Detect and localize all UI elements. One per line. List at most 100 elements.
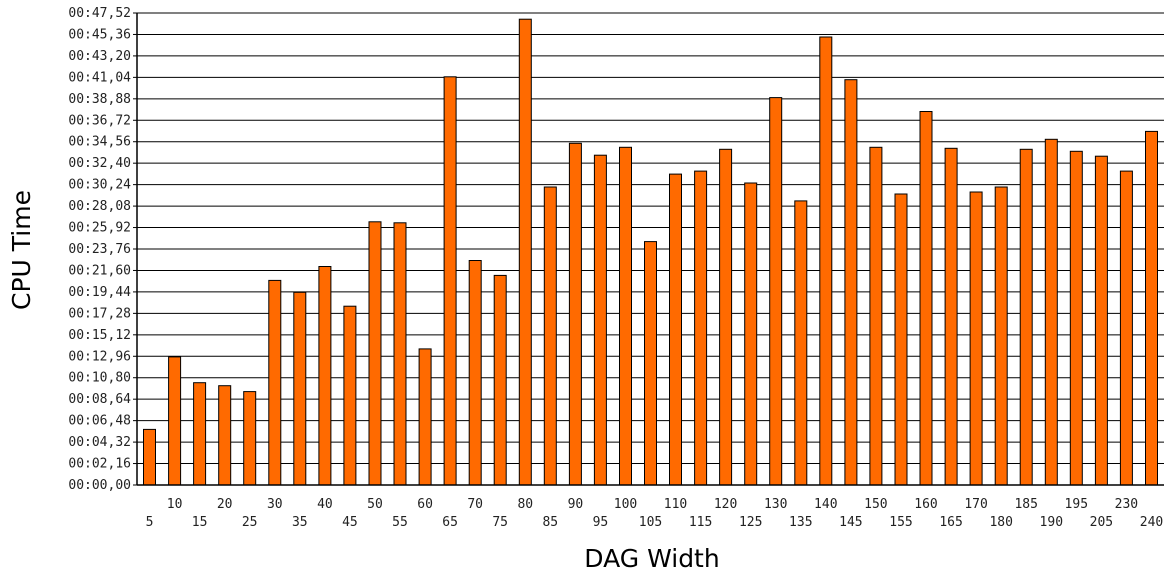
gridlines [137, 12, 1164, 486]
y-tick-label: 00:43,20 [68, 49, 131, 64]
x-tick-label: 230 [1115, 497, 1138, 512]
x-tick-label: 10 [167, 497, 183, 512]
bar-50 [368, 221, 382, 486]
bar-160 [919, 111, 933, 486]
y-tick-label: 00:34,56 [68, 135, 131, 150]
bar-85 [543, 186, 557, 486]
bar-120 [719, 148, 733, 486]
x-tick-label: 190 [1040, 515, 1063, 530]
x-tick-label: 65 [442, 515, 458, 530]
x-tick-label: 125 [739, 515, 762, 530]
bar-240 [1145, 130, 1158, 486]
bar-100 [619, 146, 632, 486]
x-tick-label: 145 [839, 515, 862, 530]
x-tick-label: 75 [492, 515, 508, 530]
bar-60 [418, 348, 432, 486]
bar-195 [1069, 150, 1083, 486]
bar-55 [393, 222, 407, 486]
x-tick-label: 45 [342, 515, 358, 530]
bar-185 [1019, 148, 1033, 486]
y-tick-label: 00:08,64 [68, 392, 131, 407]
y-tick-label: 00:19,44 [68, 285, 131, 300]
bar-150 [869, 146, 883, 486]
y-tick-label: 00:47,52 [68, 6, 131, 21]
bar-15 [193, 382, 207, 486]
x-tick-label: 105 [639, 515, 662, 530]
x-tick-label: 170 [964, 497, 987, 512]
bar-180 [994, 186, 1008, 486]
bars [143, 18, 1158, 486]
bar-5 [143, 428, 156, 486]
x-tick-label: 165 [939, 515, 962, 530]
y-tick-label: 00:38,88 [68, 92, 131, 107]
y-tick-label: 00:21,60 [68, 263, 131, 278]
bar-25 [243, 391, 257, 486]
x-tick-label: 100 [614, 497, 637, 512]
x-tick-label: 135 [789, 515, 812, 530]
bar-155 [894, 193, 908, 486]
bar-145 [844, 79, 858, 486]
bar-30 [268, 279, 282, 486]
x-tick-label: 160 [914, 497, 937, 512]
y-tick-label: 00:32,40 [68, 156, 131, 171]
x-tick-label: 130 [764, 497, 787, 512]
bar-190 [1044, 138, 1058, 486]
y-tick-label: 00:23,76 [68, 242, 131, 257]
bar-45 [343, 305, 357, 486]
y-tick-label: 00:06,48 [68, 414, 131, 429]
x-tick-label: 140 [814, 497, 837, 512]
bar-140 [819, 36, 833, 486]
x-tick-label: 30 [267, 497, 283, 512]
bar-95 [593, 154, 607, 486]
x-tick-label: 185 [1014, 497, 1037, 512]
x-tick-label: 25 [242, 515, 258, 530]
x-tick-label: 180 [989, 515, 1012, 530]
x-tick-label: 90 [568, 497, 584, 512]
y-tick-label: 00:28,08 [68, 199, 131, 214]
y-tick-label: 00:10,80 [68, 371, 131, 386]
y-tick-label: 00:36,72 [68, 113, 131, 128]
x-tick-label: 40 [317, 497, 333, 512]
y-tick-label: 00:12,96 [68, 349, 131, 364]
x-tick-label: 150 [864, 497, 887, 512]
y-tick-label: 00:04,32 [68, 435, 131, 450]
bar-130 [769, 97, 783, 486]
bar-170 [969, 191, 983, 486]
x-tick-label: 80 [517, 497, 533, 512]
bar-70 [468, 260, 482, 486]
bar-75 [493, 274, 507, 486]
bar-65 [443, 76, 457, 486]
y-tick-label: 00:45,36 [68, 27, 131, 42]
y-tick-label: 00:25,92 [68, 221, 131, 236]
x-tick-label: 50 [367, 497, 383, 512]
x-tick-label: 85 [542, 515, 558, 530]
x-tick-label: 95 [593, 515, 609, 530]
x-axis-ticks: 5 10 15 20 25 30 35 40 45 50 55 60 65 70 75 80 85 90 95 100… [146, 497, 1164, 530]
x-tick-label: 205 [1090, 515, 1113, 530]
x-axis-title: DAG Width [584, 544, 719, 573]
y-tick-label: 00:41,04 [68, 70, 131, 85]
y-tick-label: 00:30,24 [68, 178, 131, 193]
bar-40 [318, 266, 332, 486]
bar-35 [293, 291, 307, 486]
x-tick-label: 115 [689, 515, 712, 530]
x-tick-label: 240 [1140, 515, 1163, 530]
bar-125 [744, 182, 758, 486]
x-tick-label: 120 [714, 497, 737, 512]
x-tick-label: 110 [664, 497, 687, 512]
y-axis-ticks: 00:00,00 00:02,16 00:04,32 00:06,48 00:08,64… [68, 6, 137, 493]
x-tick-label: 35 [292, 515, 308, 530]
x-tick-label: 155 [889, 515, 912, 530]
bar-110 [669, 173, 682, 486]
bar-135 [794, 200, 808, 486]
bar-230 [1119, 170, 1133, 486]
bar-80 [518, 18, 532, 486]
bar-90 [568, 142, 582, 486]
bar-205 [1094, 155, 1108, 486]
bar-20 [218, 385, 232, 486]
y-tick-label: 00:15,12 [68, 328, 131, 343]
bar-115 [694, 170, 708, 486]
bar-10 [168, 356, 182, 486]
bar-165 [944, 147, 958, 486]
